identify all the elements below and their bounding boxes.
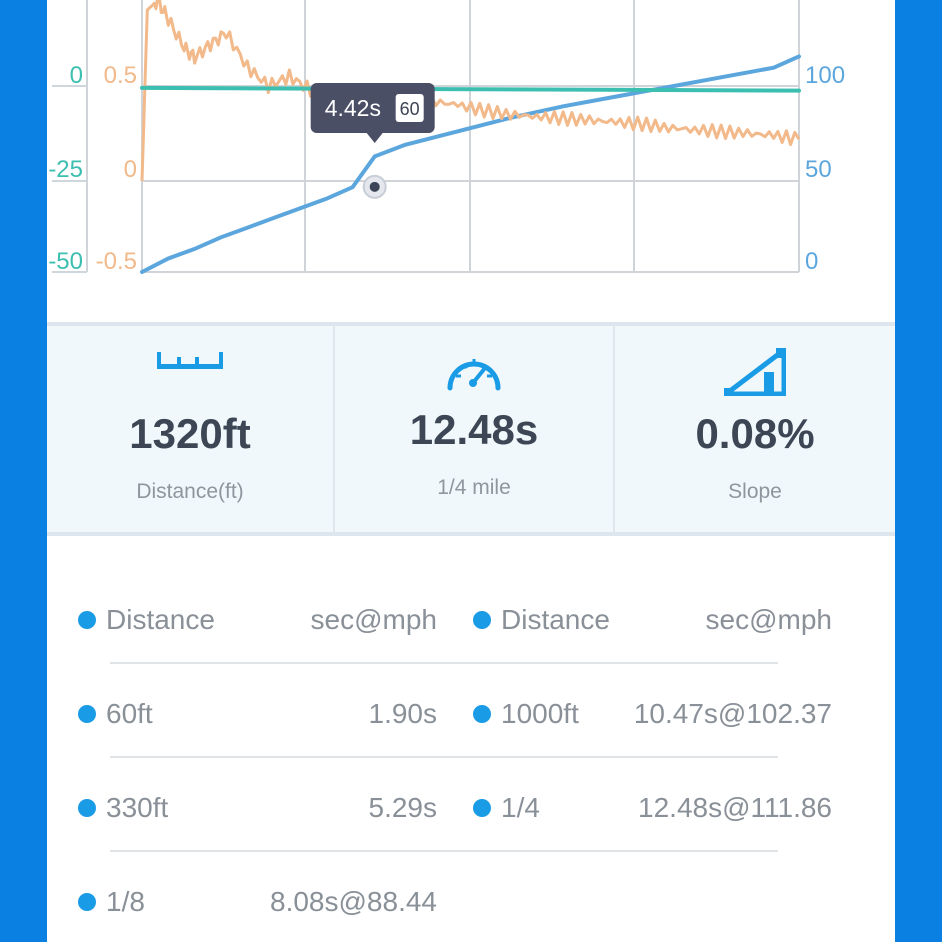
- performance-chart[interactable]: 0 -25 -50 0.5 0 -0.5 100 50 0 4.42s 60: [47, 0, 895, 300]
- splits-table: Distance sec@mph Distance sec@mph 60ft 1…: [47, 536, 895, 942]
- quarter-mile-time: 12.48s: [409, 406, 539, 453]
- table-row: 1/8 8.08s@88.44: [47, 882, 895, 922]
- tooltip-value-badge: [395, 94, 424, 122]
- axis-tick-label: 0: [70, 62, 83, 89]
- bullet-icon: [78, 611, 96, 629]
- distance-label: Distance(ft): [136, 480, 244, 503]
- tooltip-time: 4.42s: [325, 95, 381, 121]
- split-time: 10.47s@102.37: [633, 698, 832, 729]
- axis-tick-label: 100: [805, 62, 845, 89]
- row-divider: [110, 850, 778, 852]
- table-row: 330ft 5.29s 1/4 12.48s@111.86: [47, 788, 895, 828]
- axis-tick-label: 0: [124, 156, 137, 183]
- axis-tick-label: 0: [805, 248, 818, 275]
- split-distance: 60ft: [106, 698, 153, 729]
- header-distance-left: Distance: [106, 604, 215, 635]
- split-distance: 330ft: [106, 792, 169, 823]
- split-distance: 1/8: [106, 886, 145, 917]
- tooltip-value: 60: [400, 99, 420, 119]
- header-distance-right: Distance: [501, 604, 610, 635]
- axis-tick-label: -0.5: [96, 248, 137, 275]
- stat-slope: 0.08% Slope: [615, 326, 895, 532]
- speedometer-icon: [444, 350, 504, 397]
- split-time: 12.48s@111.86: [638, 792, 832, 823]
- chart-tooltip: 4.42s 60: [310, 83, 435, 199]
- axis-tick-label: -25: [48, 156, 83, 183]
- results-card: 0 -25 -50 0.5 0 -0.5 100 50 0 4.42s 60 1320ft Dis…: [47, 0, 895, 942]
- axis-tick-label: 0.5: [104, 62, 137, 89]
- slope-icon: [718, 344, 787, 401]
- slope-value: 0.08%: [695, 410, 815, 457]
- table-row: 60ft 1.90s 1000ft 10.47s@102.37: [47, 694, 895, 734]
- stat-distance: 1320ft Distance(ft): [47, 326, 333, 532]
- row-divider: [110, 662, 778, 664]
- series-line-slope: [140, 85, 801, 93]
- split-distance: 1000ft: [501, 698, 579, 729]
- quarter-mile-label: 1/4 mile: [437, 476, 511, 499]
- stats-divider: [333, 326, 335, 532]
- bullet-icon: [78, 705, 96, 723]
- bullet-icon: [473, 799, 491, 817]
- bullet-icon: [78, 799, 96, 817]
- split-time: 8.08s@88.44: [270, 886, 437, 917]
- tooltip-marker-core: [369, 181, 380, 192]
- bullet-icon: [78, 893, 96, 911]
- bullet-icon: [473, 611, 491, 629]
- header-secmph-left: sec@mph: [310, 604, 437, 635]
- tooltip-pointer: [366, 133, 383, 143]
- series-line-speed: [140, 54, 801, 274]
- table-header: Distance sec@mph Distance sec@mph: [47, 600, 895, 640]
- chart-grid: [52, 0, 800, 273]
- split-distance: 1/4: [501, 792, 540, 823]
- distance-value: 1320ft: [129, 410, 251, 457]
- bullet-icon: [473, 705, 491, 723]
- stat-time: 12.48s 1/4 mile: [335, 326, 613, 532]
- stats-panel: 1320ft Distance(ft) 12.48s: [47, 322, 895, 536]
- ruler-icon: [157, 352, 223, 377]
- chart-axes: 0 -25 -50 0.5 0 -0.5 100 50 0: [48, 62, 845, 275]
- stats-divider: [613, 326, 615, 532]
- slope-label: Slope: [728, 480, 782, 503]
- row-divider: [110, 756, 778, 758]
- header-secmph-right: sec@mph: [705, 604, 832, 635]
- axis-tick-label: -50: [48, 248, 83, 275]
- split-time: 1.90s: [368, 698, 438, 729]
- axis-tick-label: 50: [805, 156, 832, 183]
- split-time: 5.29s: [368, 792, 438, 823]
